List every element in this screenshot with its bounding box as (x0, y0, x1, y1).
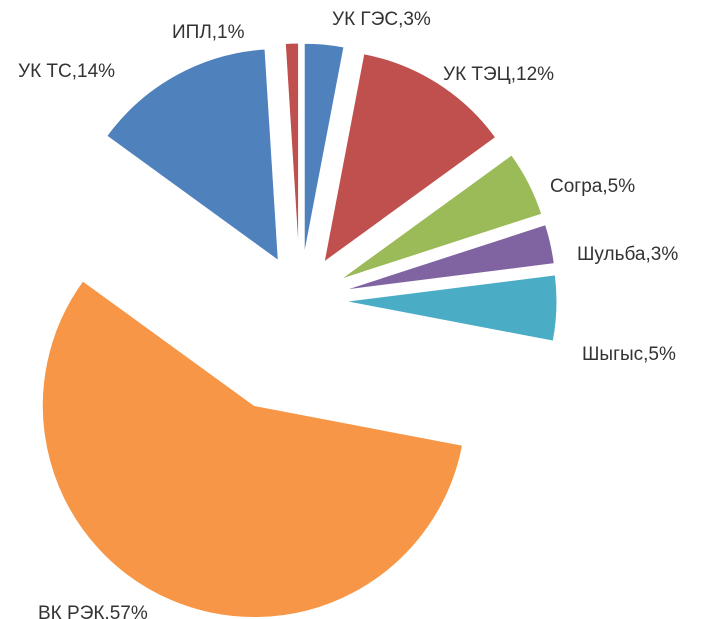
pie-slice (106, 48, 279, 262)
data-label: УК ГЭС,3% (332, 9, 431, 30)
data-label: Шыгыс,5% (582, 344, 676, 365)
pie-slice (284, 42, 300, 256)
data-label: Согра,5% (550, 176, 635, 197)
pie-slice (41, 280, 464, 619)
data-label: УК ТС,14% (18, 61, 115, 82)
data-label: Шульба,3% (577, 244, 678, 265)
pie-slice (344, 274, 558, 342)
pie-slice (339, 154, 543, 281)
data-label: ВК РЭК,57% (38, 603, 148, 619)
data-label: УК ТЭЦ,12% (443, 64, 554, 85)
pie-slice (343, 224, 555, 291)
pie-slice (303, 42, 345, 256)
data-label: ИПЛ,1% (172, 22, 245, 43)
pie-slice (323, 53, 497, 264)
